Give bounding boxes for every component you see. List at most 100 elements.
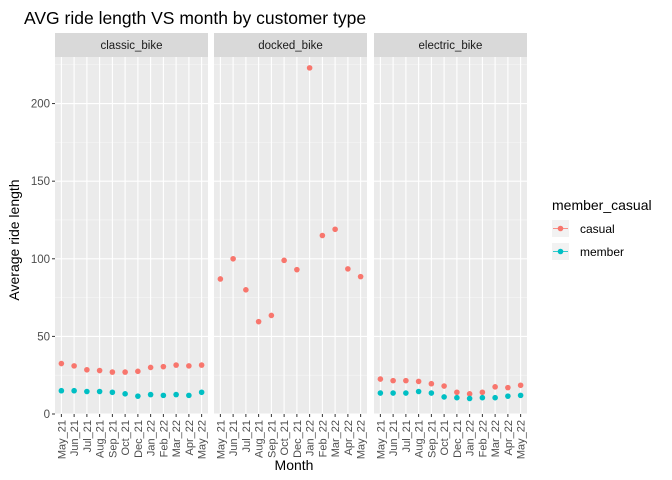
data-point-casual (160, 363, 167, 370)
data-point-casual (428, 380, 435, 387)
facet-strip (374, 33, 527, 57)
x-tick-label: May_22 (197, 420, 209, 459)
facet-panel-docked_bike: docked_bike May_21 Jun_21 Jul_21 Aug_21 Sep_2… (214, 33, 368, 459)
x-tick-label: Aug_21 (254, 420, 266, 458)
data-point-casual (58, 360, 65, 367)
data-point-casual (377, 376, 384, 382)
data-point-member (173, 391, 179, 398)
data-point-member (71, 387, 77, 394)
data-point-casual (96, 367, 103, 374)
data-point-casual (255, 318, 262, 325)
data-point-casual (505, 384, 511, 391)
data-point-member (160, 392, 167, 399)
data-point-casual (186, 363, 192, 369)
data-point-casual (268, 312, 275, 319)
data-point-casual (71, 363, 77, 369)
x-tick-label: Sep_21 (266, 420, 278, 458)
data-point-casual (147, 364, 154, 371)
facet-panel-classic_bike: classic_bike May_21 Jun_21 Jul_21 Aug_21 Sep_… (55, 33, 209, 459)
x-tick-label: Jun_21 (69, 420, 81, 456)
y-tick-label: 100 (31, 254, 50, 266)
data-point-member (58, 387, 65, 394)
data-point-member (186, 392, 192, 399)
x-tick-label: Apr_22 (343, 420, 355, 455)
data-point-member (466, 395, 473, 402)
legend: member_casual casual member (552, 197, 652, 260)
data-point-member (84, 388, 90, 395)
data-point-member (428, 390, 435, 396)
x-tick-label: Dec_21 (133, 420, 145, 458)
data-point-casual (243, 287, 249, 293)
x-tick-label: Apr_22 (184, 420, 196, 455)
data-point-member (403, 390, 409, 396)
data-point-casual (492, 384, 498, 390)
x-tick-label: Oct_21 (279, 420, 291, 455)
data-point-casual (84, 366, 90, 373)
data-point-member (492, 394, 498, 401)
data-point-member (415, 388, 422, 395)
data-point-casual (281, 257, 287, 264)
data-point-member (198, 389, 205, 396)
x-tick-label: Mar_22 (171, 420, 183, 457)
data-point-casual (294, 266, 300, 273)
data-point-member (135, 393, 141, 399)
data-point-casual (173, 362, 179, 368)
data-point-casual (135, 368, 141, 375)
x-tick-label: May_22 (516, 420, 528, 459)
chart-title: AVG ride length VS month by customer typ… (24, 8, 366, 28)
data-point-member (390, 390, 396, 396)
x-tick-label: Mar_22 (490, 420, 502, 457)
x-tick-label: Jan_22 (305, 420, 317, 456)
data-point-casual (122, 369, 128, 375)
data-point-casual (198, 362, 205, 368)
y-axis-title: Average ride length (6, 179, 22, 300)
data-point-member (96, 388, 103, 395)
data-point-member (479, 394, 486, 401)
legend-title: member_casual (552, 197, 652, 213)
facet-panel-electric_bike: electric_bike May_21 Jun_21 Jul_21 Aug_21 Sep… (374, 33, 528, 459)
x-tick-label: Jul_21 (241, 420, 253, 452)
panel-background (55, 57, 208, 414)
y-tick-label: 0 (44, 409, 50, 421)
data-point-member (454, 394, 460, 401)
y-tick-label: 200 (31, 99, 50, 111)
data-point-casual (454, 389, 460, 396)
x-axis-title: Month (275, 457, 314, 473)
x-tick-label: Feb_22 (477, 420, 489, 457)
x-tick-label: May_21 (375, 420, 387, 459)
data-point-casual (517, 382, 524, 389)
x-tick-label: Jun_21 (228, 420, 240, 456)
data-point-casual (403, 377, 409, 384)
x-tick-label: Mar_22 (330, 420, 342, 457)
data-point-casual (357, 273, 364, 280)
data-point-casual (109, 369, 116, 375)
x-tick-label: Feb_22 (317, 420, 329, 457)
panel-background (374, 57, 527, 414)
x-tick-label: Feb_22 (158, 420, 170, 457)
data-point-casual (390, 377, 396, 384)
x-tick-label: Sep_21 (426, 420, 438, 458)
x-tick-label: May_22 (356, 420, 368, 459)
x-tick-label: Aug_21 (95, 420, 107, 458)
x-tick-label: Sep_21 (107, 420, 119, 458)
data-point-casual (306, 65, 313, 71)
x-tick-label: Apr_22 (503, 420, 515, 455)
x-tick-label: Dec_21 (292, 420, 304, 458)
data-point-casual (230, 255, 236, 262)
facet-strip-label: classic_bike (101, 40, 163, 52)
x-tick-label: Jul_21 (82, 420, 94, 452)
panel-background (214, 57, 367, 414)
data-point-casual (332, 226, 338, 233)
facet-strip (214, 33, 367, 57)
data-point-casual (217, 276, 224, 282)
data-point-member (377, 390, 384, 396)
data-point-member (122, 391, 128, 397)
data-point-casual (319, 232, 326, 239)
x-tick-label: May_21 (56, 420, 68, 459)
x-tick-label: Dec_21 (452, 420, 464, 458)
data-point-casual (415, 378, 422, 385)
y-tick-label: 50 (37, 331, 50, 343)
facet-strip (55, 33, 208, 57)
